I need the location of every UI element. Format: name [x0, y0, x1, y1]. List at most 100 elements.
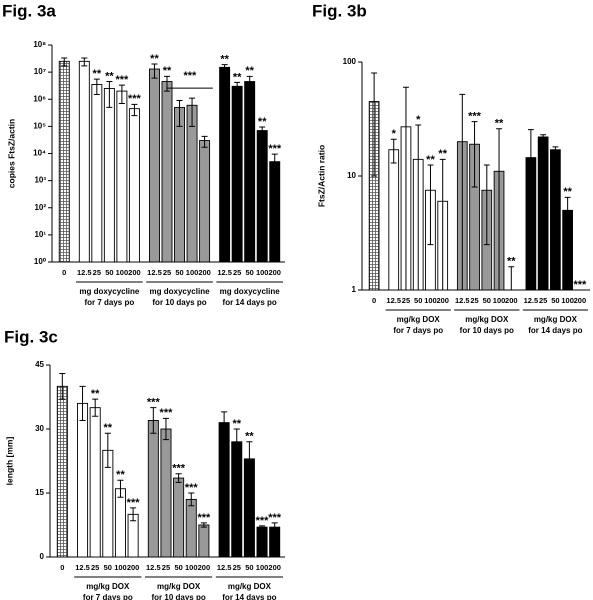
x-tick-label: 25: [539, 296, 547, 305]
significance: *: [392, 128, 397, 140]
x-tick-label: 0: [372, 296, 376, 305]
bar: [244, 81, 256, 263]
y-tick-label: 10²: [34, 203, 46, 212]
x-tick-label: 12.5: [386, 296, 401, 305]
x-tick-label: 0: [60, 563, 64, 572]
x-tick-label: 25: [470, 296, 478, 305]
error-bar: [564, 196, 571, 229]
x-tick-label: 50: [174, 563, 182, 572]
error-bar: [459, 93, 466, 290]
bar: [149, 68, 160, 263]
error-bar: [390, 138, 397, 164]
significance: ***: [160, 407, 174, 419]
bar: [114, 488, 126, 558]
significance: **: [495, 118, 504, 130]
bar: [256, 130, 268, 263]
significance: **: [104, 422, 113, 434]
group-label: for 14 days po: [223, 298, 277, 307]
error-bar: [131, 103, 138, 117]
error-bar: [471, 121, 478, 188]
x-tick-label: 200: [127, 563, 140, 572]
bar: [185, 498, 197, 558]
group-label: for 14 days po: [528, 326, 582, 335]
x-tick-label: 100: [561, 296, 574, 305]
x-tick-label: 25: [91, 563, 99, 572]
significance: ***: [128, 93, 142, 105]
significance: **: [258, 116, 267, 128]
error-bar: [246, 441, 253, 477]
x-tick-label: 200: [505, 296, 518, 305]
error-bar: [118, 84, 125, 104]
bar: [77, 402, 89, 558]
error-bar: [233, 428, 240, 456]
group-label: mg/kg DOX: [534, 315, 578, 324]
error-bar: [221, 64, 228, 72]
significance: **: [163, 65, 172, 77]
group-label: mg doxycycline: [150, 287, 211, 296]
bar: [198, 524, 210, 558]
x-tick-label: 100: [256, 563, 269, 572]
x-tick-label: 100: [424, 296, 437, 305]
x-tick-label: 12.5: [524, 296, 539, 305]
x-tick-label: 200: [574, 296, 587, 305]
x-tick-label: 0: [62, 268, 66, 277]
y-tick-label: 10¹: [34, 230, 46, 239]
error-bar: [130, 507, 137, 522]
significance: **: [93, 68, 102, 80]
bar: [256, 526, 268, 558]
significance: **: [426, 154, 435, 166]
bar: [161, 81, 173, 263]
error-bar: [59, 373, 66, 400]
group-label: mg/kg DOX: [86, 582, 130, 591]
error-bar: [92, 398, 99, 417]
x-tick-label: 50: [245, 563, 253, 572]
group-label: for 7 days po: [393, 326, 443, 335]
error-bar: [201, 135, 208, 148]
error-bar: [234, 81, 241, 93]
significance: **: [91, 388, 100, 400]
bar: [231, 85, 243, 263]
bar: [78, 60, 90, 263]
error-bar: [439, 158, 446, 290]
group-label: for 10 days po: [152, 298, 206, 307]
x-tick-label: 12.5: [217, 563, 232, 572]
bar: [89, 407, 101, 558]
error-bar: [552, 146, 559, 154]
x-tick-label: 100: [493, 296, 506, 305]
significance: **: [245, 431, 254, 443]
x-tick-label: 12.5: [77, 268, 92, 277]
x-tick-label: 200: [436, 296, 449, 305]
significance: ***: [268, 512, 282, 524]
bracket-label: ***: [183, 70, 197, 82]
significance: ***: [127, 497, 141, 509]
significance: ***: [147, 397, 161, 409]
chart-title: Fig. 3a: [2, 1, 56, 20]
error-bar: [527, 129, 534, 229]
significance: **: [220, 53, 229, 65]
y-tick-label: 10⁷: [34, 67, 46, 76]
x-tick-label: 50: [414, 296, 422, 305]
x-tick-label: 200: [128, 268, 141, 277]
group-label: for 7 days po: [83, 593, 133, 600]
bar: [550, 149, 561, 291]
chart-title: Fig. 3b: [312, 1, 367, 20]
bar: [199, 140, 211, 263]
bar: [218, 422, 230, 558]
error-bar: [259, 525, 266, 529]
x-tick-label: 25: [402, 296, 410, 305]
error-bar: [415, 124, 422, 290]
error-bar: [496, 128, 502, 290]
x-tick-label: 100: [116, 268, 129, 277]
error-bar: [61, 57, 68, 67]
error-bar: [403, 86, 409, 290]
error-bar: [117, 479, 124, 498]
error-bar: [81, 57, 88, 67]
x-tick-label: 12.5: [455, 296, 470, 305]
significance: **: [116, 469, 125, 481]
error-bar: [189, 97, 196, 127]
y-tick-label: 10⁴: [33, 149, 46, 158]
error-bar: [508, 266, 515, 290]
significance: **: [507, 256, 516, 268]
group-label: mg doxycycline: [79, 287, 140, 296]
